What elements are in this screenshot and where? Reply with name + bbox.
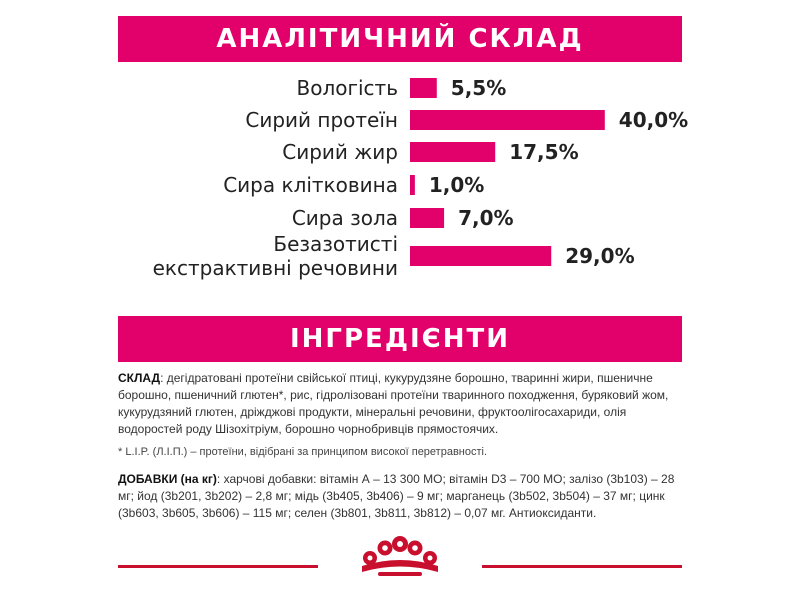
category-label-4: Сира клітковина	[223, 173, 398, 197]
bar-4	[410, 175, 415, 195]
ingredients-block: СКЛАД: дегідратовані протеїни свійської …	[118, 370, 684, 528]
bar-6	[410, 246, 552, 266]
value-label-1: 5,5%	[451, 76, 506, 100]
analysis-section-title: АНАЛІТИЧНИЙ СКЛАД	[118, 16, 682, 62]
composition-text: : дегідратовані протеїни свійської птиці…	[118, 371, 669, 436]
category-label-1: Вологість	[297, 76, 398, 100]
bar-3	[410, 142, 496, 162]
value-label-5: 7,0%	[458, 206, 513, 230]
analysis-bar-chart: Вологість 5,5% Сирий протеїн 40,0% Сирий жир…	[153, 76, 689, 280]
category-label-5: Сира зола	[292, 206, 398, 230]
bar-1	[410, 78, 437, 98]
lip-note: * L.I.P. (Л.І.П.) – протеїни, відібрані …	[118, 446, 488, 458]
additives-label: ДОБАВКИ (на кг)	[118, 472, 217, 486]
ingredients-section-title: ІНГРЕДІЄНТИ	[118, 316, 682, 362]
category-label-2: Сирий протеїн	[245, 108, 398, 132]
bar-2	[410, 110, 605, 130]
footer-divider-right	[482, 565, 682, 568]
category-label-6-line-1: Безазотисті	[273, 232, 398, 256]
category-label-6-line-2: екстрактивні речовини	[153, 256, 398, 280]
value-label-3: 17,5%	[509, 140, 578, 164]
value-label-2: 40,0%	[619, 108, 688, 132]
composition-paragraph: СКЛАД: дегідратовані протеїни свійської …	[118, 370, 684, 438]
value-label-6: 29,0%	[565, 244, 634, 268]
additives-text: : харчові добавки: вітамін А – 13 300 МО…	[118, 472, 675, 520]
category-label-3: Сирий жир	[282, 140, 398, 164]
bar-5	[410, 208, 445, 228]
footer-divider-left	[118, 565, 318, 568]
composition-label: СКЛАД	[118, 371, 161, 385]
royal-canin-crown-icon	[362, 536, 438, 576]
value-label-4: 1,0%	[429, 173, 484, 197]
additives-paragraph: ДОБАВКИ (на кг): харчові добавки: вітамі…	[118, 471, 684, 522]
